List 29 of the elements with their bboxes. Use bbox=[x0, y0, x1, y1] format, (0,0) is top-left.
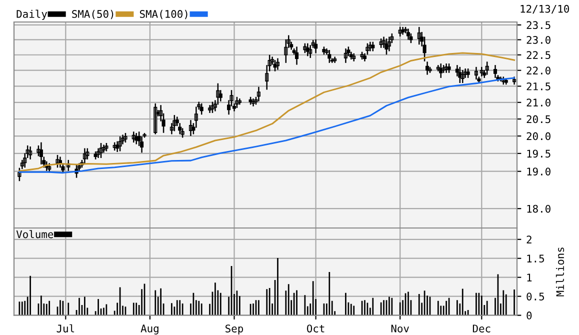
y-tick-label: 1 bbox=[527, 274, 532, 282]
y-tick-label: 0.5 bbox=[526, 292, 544, 300]
y-tick-label: 1.5 bbox=[527, 254, 544, 262]
x-tick-label: Oct bbox=[306, 324, 324, 332]
y-tick-label: 23.5 bbox=[526, 21, 550, 30]
legend-label: Volume bbox=[16, 230, 54, 238]
y-tick-label: 2 bbox=[526, 236, 532, 244]
y-tick-label: 21.5 bbox=[526, 82, 550, 90]
y-tick-label: 21.0 bbox=[526, 98, 550, 107]
text: 12/13/10 bbox=[520, 4, 570, 14]
y-axis-title: Millions bbox=[556, 248, 564, 296]
legend-label: SMA(100) bbox=[140, 10, 188, 20]
y-tick-label: 22.0 bbox=[526, 66, 550, 74]
y-tick-label: 18.0 bbox=[527, 204, 550, 213]
legend-label: SMA(50) bbox=[72, 10, 114, 20]
x-tick-label: Aug bbox=[140, 324, 158, 334]
x-tick-label: Jul bbox=[56, 324, 74, 332]
y-tick-label: 0 bbox=[526, 312, 532, 320]
legend-label: Daily bbox=[16, 10, 48, 20]
line-series bbox=[18, 52, 516, 172]
x-tick-label: Nov bbox=[391, 324, 409, 332]
y-tick-label: 20.5 bbox=[526, 115, 550, 124]
y-tick-label: 20.0 bbox=[526, 132, 550, 140]
x-tick-label: Sep bbox=[226, 324, 244, 334]
x-tick-label: Dec bbox=[472, 324, 490, 332]
y-tick-label: 19.0 bbox=[527, 168, 550, 176]
y-tick-label: 22.5 bbox=[526, 51, 550, 60]
y-tick-label: 23.0 bbox=[526, 36, 550, 44]
y-tick-label: 19.5 bbox=[527, 150, 550, 158]
